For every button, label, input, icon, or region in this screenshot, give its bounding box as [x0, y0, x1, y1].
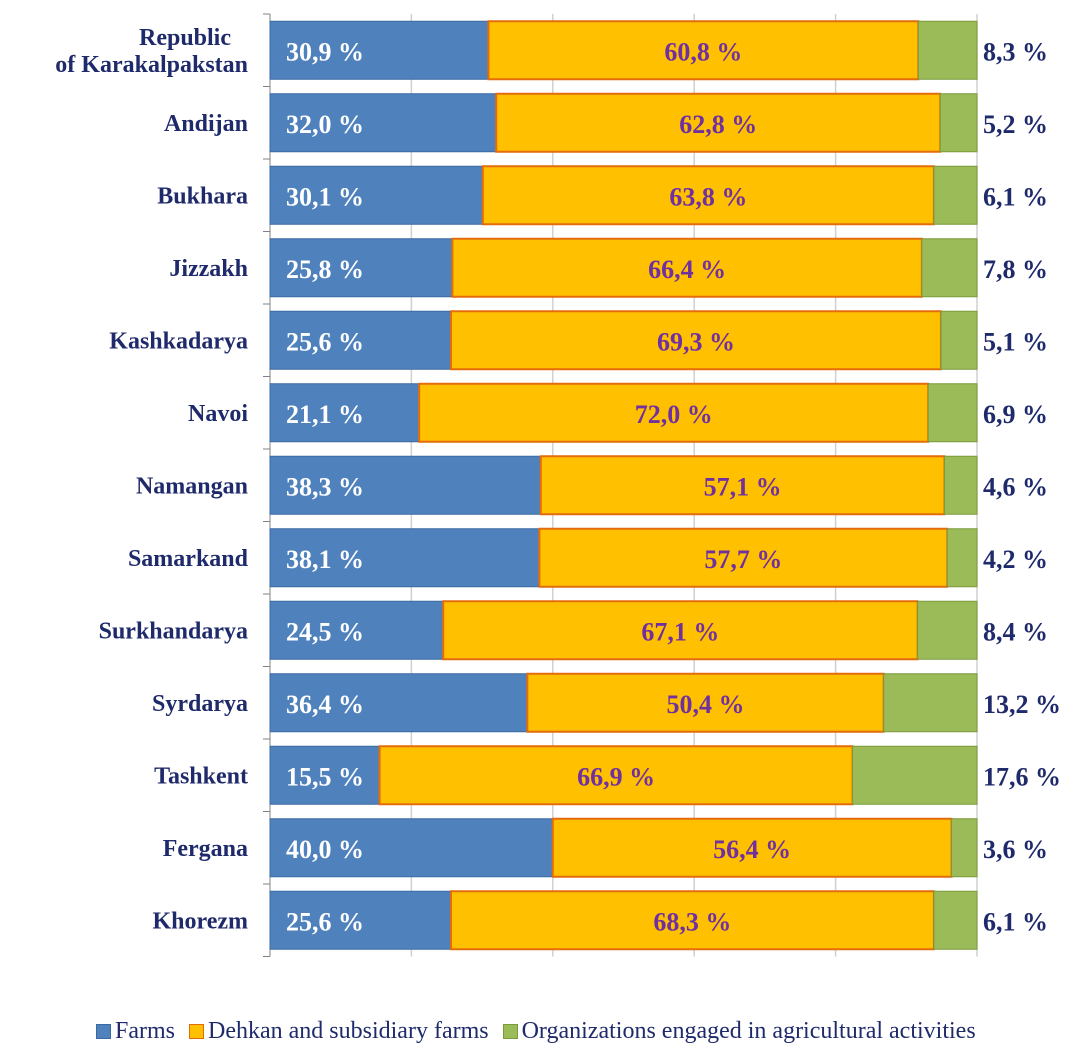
bar-segment-dehkan [442, 600, 919, 661]
bar-segment-farms [269, 528, 540, 588]
bar-segment-farms [269, 745, 381, 805]
bar-segment-dehkan [451, 237, 923, 298]
legend-label-farms: Farms [115, 1018, 175, 1044]
data-label-dehkan: 56,4 % [713, 835, 791, 864]
bar-segment-farms [269, 890, 452, 950]
bar-segment-dehkan [487, 20, 920, 81]
bar-segment-organizations [939, 93, 978, 153]
bar-segment-organizations [933, 890, 978, 950]
category-label: Jizzakh [169, 256, 248, 282]
legend-swatch-dehkan [189, 1024, 204, 1039]
data-label-dehkan: 57,1 % [704, 472, 782, 501]
data-label-dehkan: 68,3 % [653, 907, 731, 936]
bar-segment-organizations [927, 383, 978, 443]
bar-segment-organizations [883, 673, 978, 733]
data-label-dehkan: 66,9 % [577, 762, 655, 791]
bar-segment-farms [269, 673, 528, 733]
category-label: Republic of Karakalpakstan [55, 25, 248, 78]
category-label: Syrdarya [152, 691, 248, 717]
data-label-organizations: 4,6 % [983, 472, 1048, 501]
legend-swatch-organizations [502, 1024, 518, 1039]
legend-item-dehkan: Dehkan and subsidiary farms [189, 1018, 489, 1045]
data-label-dehkan: 50,4 % [667, 690, 745, 719]
legend-item-organizations: Organizations engaged in agricultural ac… [502, 1018, 976, 1045]
bar-segment-organizations [943, 455, 978, 515]
bar-segment-organizations [951, 818, 978, 878]
bar-segment-farms [269, 20, 489, 80]
bar-segment-organizations [933, 165, 978, 225]
data-label-farms: 25,6 % [286, 327, 364, 356]
bar-segment-dehkan [449, 310, 942, 371]
data-label-dehkan: 60,8 % [664, 37, 742, 66]
bar-segment-farms [269, 310, 452, 370]
data-label-farms: 15,5 % [286, 762, 364, 791]
data-label-dehkan: 67,1 % [641, 617, 719, 646]
category-label: Surkhandarya [99, 618, 248, 644]
category-label: Kashkadarya [109, 328, 248, 354]
bar-segment-farms [269, 165, 484, 225]
data-label-organizations: 17,6 % [983, 762, 1061, 791]
category-label: Tashkent [154, 763, 248, 789]
data-label-dehkan: 62,8 % [679, 110, 757, 139]
bar-segment-farms [269, 383, 420, 443]
data-label-organizations: 6,1 % [983, 907, 1048, 936]
data-label-dehkan: 57,7 % [704, 545, 782, 574]
legend-swatch-farms [96, 1024, 111, 1039]
data-label-organizations: 4,2 % [983, 545, 1048, 574]
bar-segment-organizations [921, 238, 978, 298]
category-label: Andijan [164, 111, 248, 137]
bar-segment-dehkan [526, 672, 885, 733]
data-label-farms: 38,1 % [286, 545, 364, 574]
bar-segment-farms [269, 818, 554, 878]
category-label: Namangan [136, 473, 248, 499]
data-label-organizations: 8,3 % [983, 37, 1048, 66]
data-label-organizations: 3,6 % [983, 835, 1048, 864]
bar-segment-farms [269, 93, 497, 153]
bar-segment-dehkan [378, 745, 854, 806]
data-label-farms: 24,5 % [286, 617, 364, 646]
data-label-farms: 30,1 % [286, 182, 364, 211]
bar-segment-organizations [940, 310, 978, 370]
data-label-dehkan: 66,4 % [648, 255, 726, 284]
data-label-organizations: 5,1 % [983, 327, 1048, 356]
legend-label-dehkan: Dehkan and subsidiary farms [208, 1018, 489, 1044]
category-label: Samarkand [128, 546, 249, 572]
data-label-organizations: 6,1 % [983, 182, 1048, 211]
bar-segment-dehkan [418, 382, 930, 443]
legend-label-organizations: Organizations engaged in agricultural ac… [521, 1018, 976, 1044]
bar-segment-organizations [946, 528, 978, 588]
data-label-farms: 25,6 % [286, 907, 364, 936]
data-label-farms: 36,4 % [286, 690, 364, 719]
data-label-farms: 32,0 % [286, 110, 364, 139]
data-label-organizations: 7,8 % [983, 255, 1048, 284]
stacked-bar-chart: Republic of Karakalpakstan 30,9 % 60,8 % 8,3… [55, 13, 1061, 957]
bar-segment-farms [269, 455, 542, 515]
data-label-organizations: 8,4 % [983, 617, 1048, 646]
bar-segment-organizations [917, 20, 978, 80]
data-label-organizations: 5,2 % [983, 110, 1048, 139]
bar-segment-organizations [917, 600, 978, 660]
bar-segment-dehkan [538, 527, 949, 588]
data-label-dehkan: 63,8 % [669, 182, 747, 211]
category-label: Navoi [188, 401, 248, 427]
data-label-organizations: 6,9 % [983, 400, 1048, 429]
legend-item-farms: Farms [96, 1018, 175, 1045]
data-label-farms: 25,8 % [286, 255, 364, 284]
bar-segment-farms [269, 600, 444, 660]
data-label-farms: 38,3 % [286, 472, 364, 501]
data-label-dehkan: 72,0 % [635, 400, 713, 429]
bar-segment-organizations [852, 745, 978, 805]
category-label: Bukhara [157, 183, 248, 209]
bar-segment-dehkan [539, 455, 946, 516]
category-label: Khorezm [152, 908, 248, 934]
data-label-organizations: 13,2 % [983, 690, 1061, 719]
bar-segment-dehkan [449, 890, 935, 951]
data-label-farms: 40,0 % [286, 835, 364, 864]
data-label-farms: 21,1 % [286, 400, 364, 429]
category-label: Fergana [163, 836, 248, 862]
data-label-farms: 30,9 % [286, 37, 364, 66]
data-label-dehkan: 69,3 % [657, 327, 735, 356]
chart-legend: Farms Dehkan and subsidiary farms Organi… [96, 1018, 990, 1045]
bar-segment-dehkan [481, 165, 935, 226]
